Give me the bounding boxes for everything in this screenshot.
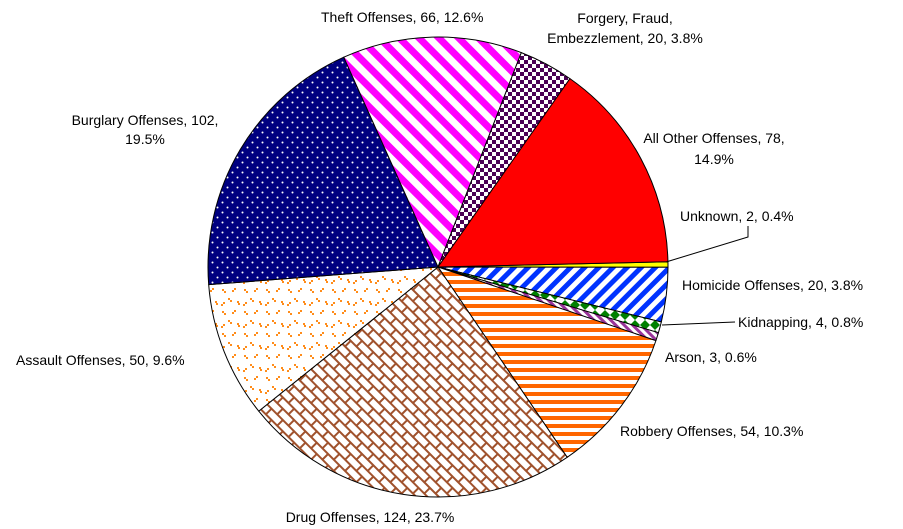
slice-label-robbery: Robbery Offenses, 54, 10.3% (620, 423, 803, 439)
slice-label-arson: Arson, 3, 0.6% (665, 349, 757, 365)
slice-label-line-burglary-0: Burglary Offenses, 102, (72, 112, 219, 128)
slice-label-line-other-1: 14.9% (694, 151, 734, 167)
slice-label-assault: Assault Offenses, 50, 9.6% (16, 352, 185, 368)
slice-label-line-forgery-1: Embezzlement, 20, 3.8% (547, 30, 703, 46)
slice-label-line-assault-0: Assault Offenses, 50, 9.6% (16, 352, 185, 368)
pie-slice-other (437, 78, 669, 268)
slice-label-other: All Other Offenses, 78, 14.9% (643, 130, 784, 167)
slice-label-forgery: Forgery, Fraud, Embezzlement, 20, 3.8% (547, 10, 703, 46)
slice-label-line-arson-0: Arson, 3, 0.6% (665, 349, 757, 365)
slice-label-homicide: Homicide Offenses, 20, 3.8% (682, 277, 863, 293)
slice-label-line-theft-0: Theft Offenses, 66, 12.6% (321, 9, 483, 25)
pie-slice-robbery (437, 266, 657, 458)
pie-slice-assault (208, 266, 439, 412)
leader-line-unknown (665, 226, 749, 263)
slice-label-theft: Theft Offenses, 66, 12.6% (321, 9, 483, 25)
pie-slice-burglary (207, 56, 439, 286)
slice-label-kidnapping: Kidnapping, 4, 0.8% (738, 314, 863, 330)
slice-label-line-kidnapping-0: Kidnapping, 4, 0.8% (738, 314, 863, 330)
pie-slice-theft (343, 36, 522, 268)
slice-label-line-forgery-0: Forgery, Fraud, (577, 10, 672, 26)
slice-label-line-drug-0: Drug Offenses, 124, 23.7% (286, 509, 455, 525)
pie-slice-drug (258, 266, 568, 498)
slice-label-burglary: Burglary Offenses, 102, 19.5% (72, 112, 219, 147)
slice-label-line-homicide-0: Homicide Offenses, 20, 3.8% (682, 277, 863, 293)
slice-label-line-unknown-0: Unknown, 2, 0.4% (680, 208, 794, 224)
slice-label-line-burglary-1: 19.5% (125, 131, 165, 147)
slice-label-line-robbery-0: Robbery Offenses, 54, 10.3% (620, 423, 803, 439)
slice-label-line-other-0: All Other Offenses, 78, (643, 130, 784, 146)
slice-label-drug: Drug Offenses, 124, 23.7% (286, 509, 455, 525)
slice-label-unknown: Unknown, 2, 0.4% (680, 208, 794, 224)
leader-line-kidnapping (661, 321, 736, 326)
